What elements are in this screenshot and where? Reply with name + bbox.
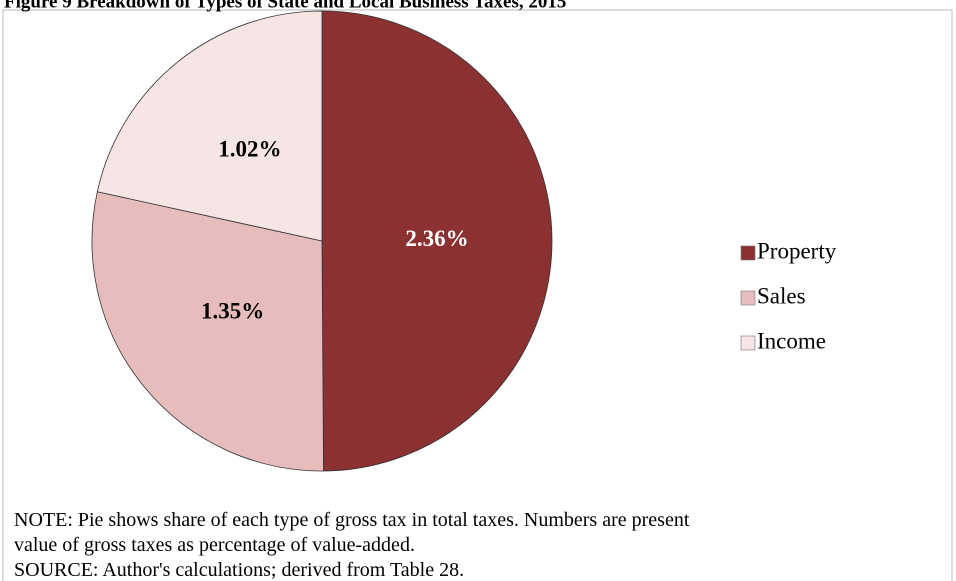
legend-label: Property [757,238,837,263]
source: SOURCE: Author's calculations; derived f… [14,559,465,581]
note: NOTE: Pie shows share of each type of gr… [14,509,690,556]
pie-slice [96,10,323,242]
pie-slice [321,10,553,472]
pie-slice [91,191,324,472]
legend-swatch [740,335,756,351]
legend-label: Income [757,328,826,353]
legend-swatch [740,290,756,306]
data-label: 1.02% [218,137,281,162]
legend-swatch [740,245,756,261]
data-label: 2.36% [405,226,468,251]
chart-title: Figure 9 Breakdown of Types of State and… [4,0,566,12]
data-label: 1.35% [201,299,264,324]
footnote: NOTE: Pie shows share of each type of gr… [14,508,734,581]
legend-label: Sales [757,283,806,308]
